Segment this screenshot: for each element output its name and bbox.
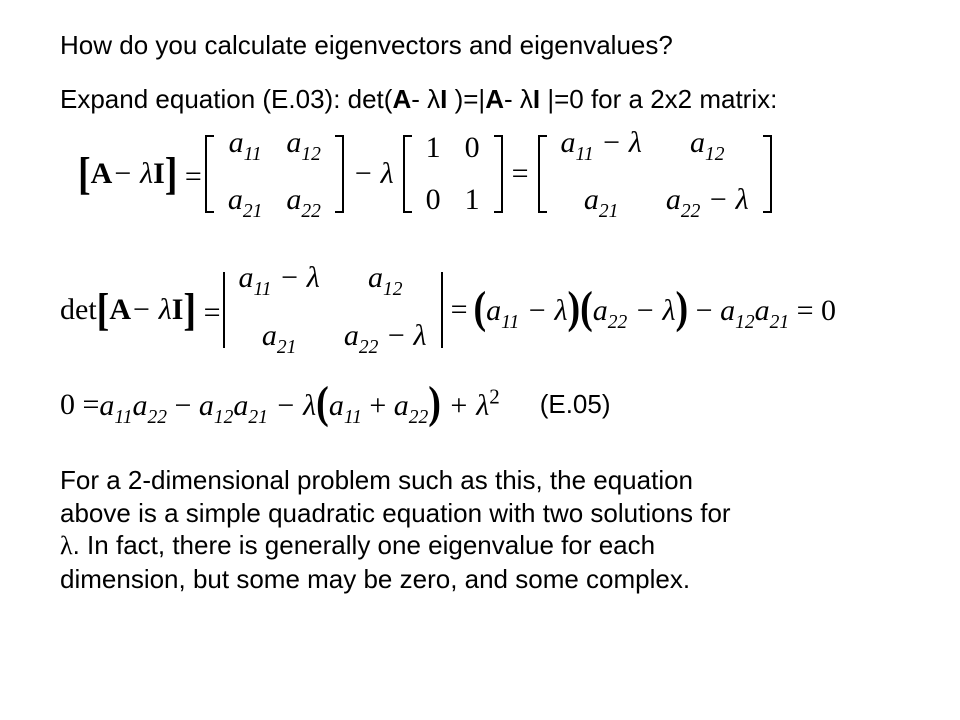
mA-12: a12 [274,122,333,170]
mR-21: a21 [549,179,654,227]
equation-2: det[A − λI] = a11 − λ a12 a21 a22 − λ = … [60,257,900,363]
eq1-minus-lambda: − λ [347,157,400,191]
eq1-lhs-close: ] = [165,152,202,196]
mR-12: a12 [654,122,761,170]
mA-21: a21 [216,179,275,227]
equation-label: (E.05) [540,389,611,420]
left-bracket-icon [400,134,414,214]
footer-lambda: λ [60,531,73,560]
right-bracket-icon [761,134,775,214]
m2-11: a11 − λ [227,257,332,305]
footer-l2: above is a simple quadratic equation wit… [60,498,731,528]
eq1-lhs-minus: − λ [112,157,153,191]
intro-text: Expand equation (E.03): det(A- λI )=|A- … [60,83,900,116]
slide-page: How do you calculate eigenvectors and ei… [0,0,960,720]
mR-22: a22 − λ [654,179,761,227]
m2-22: a22 − λ [332,315,439,363]
eq2-rhs: (a11 − λ)(a22 − λ) − a12a21 = 0 [473,286,836,334]
eq1-lhs-open: [ [78,148,91,201]
eq2-lhs-A: A [109,293,131,327]
intro-pre: Expand equation (E.03): det( [60,84,392,114]
m2-21: a21 [227,315,332,363]
eq2-lhs-close: ] = [183,288,220,332]
mI-21: 0 [414,179,453,221]
footer-l4: dimension, but some may be zero, and som… [60,564,690,594]
eq3-zero: 0 = [60,388,99,422]
mI-12: 0 [453,127,492,169]
eq2-det: det [60,293,97,327]
right-bracket-icon [333,134,347,214]
intro-A1: A [392,84,411,114]
eq2-lhs-minus: − λ [131,293,172,327]
mI-22: 1 [453,179,492,221]
matrix-A: a11 a12 a21 a22 [202,122,347,228]
intro-mid2: )=| [447,84,485,114]
intro-mid3: - λ [504,84,533,114]
equation-1: [A − λI] = a11 a12 a21 a22 − λ 1 0 0 1 = [78,122,900,228]
matrix-result: a11 − λ a12 a21 a22 − λ [535,122,775,228]
equation-3: 0 = a11a22 − a12a21 − λ(a11 + a22) + λ2 … [60,381,900,429]
eq3-body: a11a22 − a12a21 − λ(a11 + a22) + λ2 [99,381,499,429]
footer-l1: For a 2-dimensional problem such as this… [60,465,693,495]
mA-22: a22 [274,179,333,227]
left-bracket-icon [202,134,216,214]
intro-mid4: |=0 for a 2x2 matrix: [540,84,777,114]
mR-11: a11 − λ [549,122,654,170]
page-title: How do you calculate eigenvectors and ei… [60,30,900,61]
intro-mid1: - λ [411,84,440,114]
mI-11: 1 [414,127,453,169]
m2-12: a12 [332,257,439,305]
intro-I2: I [533,84,540,114]
det-matrix: a11 − λ a12 a21 a22 − λ [221,257,445,363]
eq2-lhs-open: [ [97,283,110,336]
footer-l3b: . In fact, there is generally one eigenv… [73,530,655,560]
matrix-I: 1 0 0 1 [400,127,506,221]
eq1-eq: = [506,157,535,191]
eq1-lhs-A: A [91,157,113,191]
mA-11: a11 [216,122,275,170]
left-bracket-icon [535,134,549,214]
intro-A2: A [485,84,504,114]
right-bracket-icon [492,134,506,214]
eq2-lhs-I: I [172,293,184,327]
eq2-eq: = [445,293,474,327]
eq1-lhs-I: I [153,157,165,191]
footer-text: For a 2-dimensional problem such as this… [60,464,900,595]
